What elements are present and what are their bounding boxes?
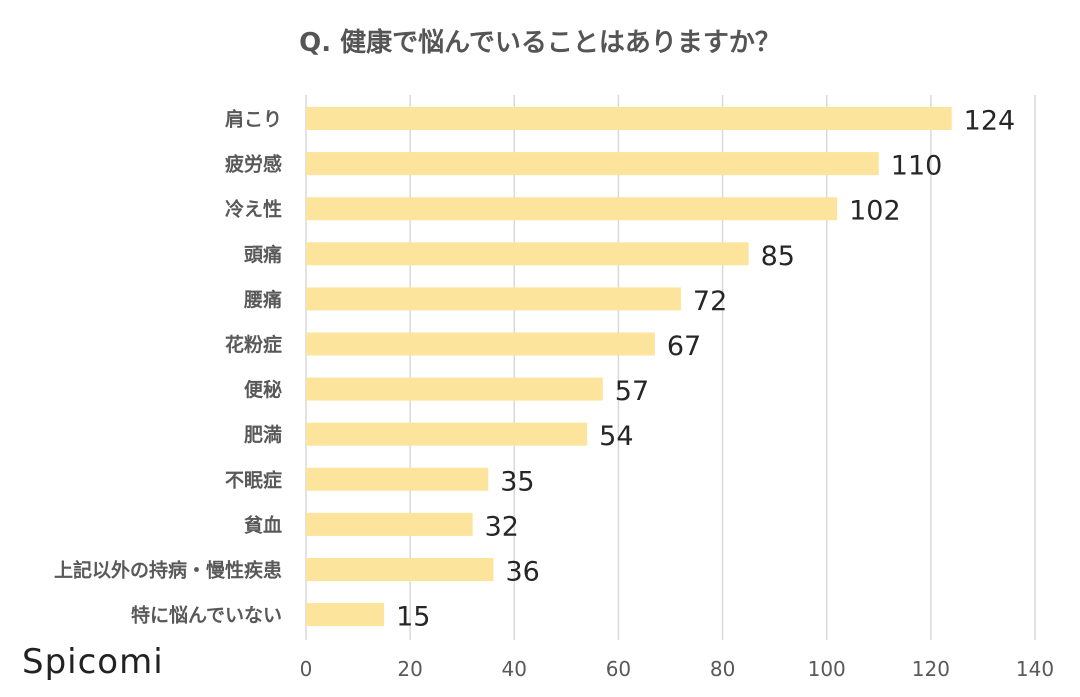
value-label: 57 bbox=[615, 376, 649, 407]
x-tick-label: 40 bbox=[502, 657, 527, 681]
category-label: 上記以外の持病・慢性疾患 bbox=[54, 559, 282, 582]
chart-title: Q. 健康で悩んでいることはありますか？ bbox=[299, 28, 781, 58]
bar bbox=[306, 558, 494, 581]
value-label: 36 bbox=[505, 557, 539, 588]
bar bbox=[306, 332, 655, 356]
x-tick-label: 80 bbox=[710, 657, 735, 681]
x-tick-label: 60 bbox=[606, 657, 631, 681]
category-labels: 肩こり疲労感冷え性頭痛腰痛花粉症便秘肥満不眠症貧血上記以外の持病・慢性疾患特に悩… bbox=[54, 108, 282, 627]
bar bbox=[306, 603, 385, 627]
bar bbox=[306, 107, 952, 130]
value-label: 15 bbox=[396, 602, 430, 633]
value-label: 72 bbox=[693, 286, 727, 317]
category-label: 頭痛 bbox=[244, 243, 282, 266]
value-label: 85 bbox=[761, 241, 795, 272]
brand-logo-text: Spicomi bbox=[22, 642, 164, 682]
bar bbox=[306, 467, 489, 491]
x-tick-label: 140 bbox=[1016, 657, 1054, 681]
category-label: 貧血 bbox=[244, 513, 282, 536]
bar bbox=[306, 152, 879, 176]
category-label: 便秘 bbox=[244, 378, 282, 401]
category-label: 腰痛 bbox=[243, 288, 282, 311]
bar bbox=[306, 512, 473, 536]
bar bbox=[306, 377, 603, 401]
bars bbox=[306, 107, 952, 627]
x-tick-label: 20 bbox=[397, 657, 422, 681]
value-label: 110 bbox=[891, 151, 943, 182]
bar bbox=[306, 242, 749, 266]
value-labels: 124 110 102 85 72 67 57 54 35 32 36 15 bbox=[396, 106, 1015, 633]
category-label: 特に悩んでいない bbox=[131, 604, 282, 627]
value-label: 67 bbox=[667, 331, 701, 362]
bar bbox=[306, 287, 681, 311]
bar bbox=[306, 422, 588, 446]
value-label: 54 bbox=[599, 421, 633, 452]
x-tick-label: 0 bbox=[300, 657, 313, 681]
x-axis-ticks: 0 20 40 60 80 100 120 140 bbox=[300, 657, 1054, 681]
category-label: 肥満 bbox=[244, 424, 282, 446]
category-label: 肩こり bbox=[225, 108, 282, 131]
category-label: 疲労感 bbox=[225, 153, 282, 176]
value-label: 124 bbox=[964, 106, 1016, 137]
category-label: 不眠症 bbox=[225, 468, 282, 491]
value-label: 35 bbox=[500, 466, 534, 497]
category-label: 冷え性 bbox=[225, 198, 282, 221]
value-label: 102 bbox=[849, 196, 901, 227]
bar bbox=[306, 197, 838, 221]
x-tick-label: 100 bbox=[808, 657, 846, 681]
x-tick-label: 120 bbox=[912, 657, 950, 681]
value-label: 32 bbox=[485, 511, 519, 542]
category-label: 花粉症 bbox=[225, 333, 282, 356]
gridlines bbox=[305, 95, 1036, 640]
